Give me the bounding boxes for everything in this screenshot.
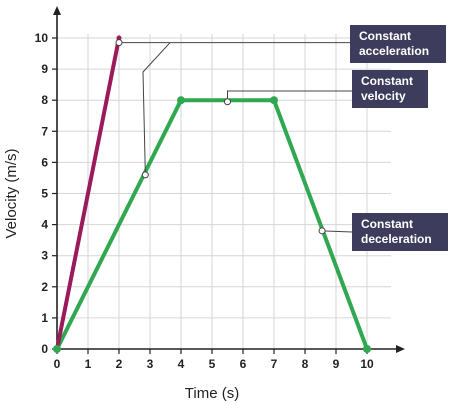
callout-label: deceleration bbox=[361, 232, 432, 246]
y-tick-label: 6 bbox=[41, 155, 48, 169]
data-point bbox=[53, 345, 61, 353]
x-axis-title: Time (s) bbox=[185, 385, 239, 402]
callout-leader bbox=[142, 42, 171, 175]
callout-box bbox=[352, 70, 428, 108]
grid bbox=[57, 34, 391, 349]
x-tick-label: 7 bbox=[271, 357, 278, 371]
series-line bbox=[55, 36, 121, 351]
callout-box bbox=[352, 213, 448, 251]
callout-label: acceleration bbox=[359, 44, 429, 58]
y-tick-label: 10 bbox=[35, 31, 49, 45]
callout-anchor bbox=[115, 39, 123, 47]
x-tick-label: 9 bbox=[333, 357, 340, 371]
x-tick-label: 1 bbox=[85, 357, 92, 371]
x-tick-label: 8 bbox=[302, 357, 309, 371]
callout-label: Constant bbox=[361, 74, 413, 88]
annotations: ConstantaccelerationConstantvelocityCons… bbox=[115, 25, 448, 251]
callout-leader bbox=[227, 90, 352, 102]
y-axis-arrow bbox=[53, 6, 61, 15]
data-point bbox=[363, 345, 371, 353]
data-point bbox=[270, 96, 278, 105]
data-point bbox=[116, 35, 122, 41]
x-tick-label: 10 bbox=[360, 357, 374, 371]
y-tick-label: 9 bbox=[41, 62, 48, 76]
callout-label: Constant bbox=[359, 29, 411, 43]
y-tick-label: 4 bbox=[41, 218, 48, 232]
callout-anchor bbox=[224, 98, 231, 106]
callout-label: Constant bbox=[361, 217, 413, 231]
y-tick-label: 2 bbox=[41, 280, 48, 294]
x-tick-label: 3 bbox=[147, 357, 154, 371]
x-tick-label: 5 bbox=[209, 357, 216, 371]
x-tick-label: 6 bbox=[240, 357, 247, 371]
y-tick-label: 5 bbox=[41, 187, 48, 201]
callout-anchor bbox=[141, 171, 149, 179]
axes: 0 1 2 3 4 5 6 7 8 9 10 0 1 2 3 4 5 6 7 8 9 10 bbox=[35, 6, 405, 371]
y-axis-title: Velocity (m/s) bbox=[3, 148, 20, 238]
y-tick-label: 3 bbox=[41, 249, 48, 263]
x-tick-label: 2 bbox=[116, 357, 123, 371]
callout-box bbox=[350, 25, 446, 63]
callout-anchor bbox=[318, 227, 326, 235]
callout-label: velocity bbox=[361, 89, 406, 103]
x-tick-label: 0 bbox=[54, 357, 61, 371]
x-tick-label: 4 bbox=[178, 357, 185, 371]
data-point bbox=[177, 96, 185, 105]
y-tick-label: 1 bbox=[41, 311, 48, 325]
y-tick-label: 7 bbox=[41, 124, 48, 138]
callout-leader bbox=[322, 230, 353, 233]
y-tick-label: 8 bbox=[41, 93, 48, 107]
x-axis-arrow bbox=[396, 345, 405, 353]
y-tick-label: 0 bbox=[41, 342, 48, 356]
